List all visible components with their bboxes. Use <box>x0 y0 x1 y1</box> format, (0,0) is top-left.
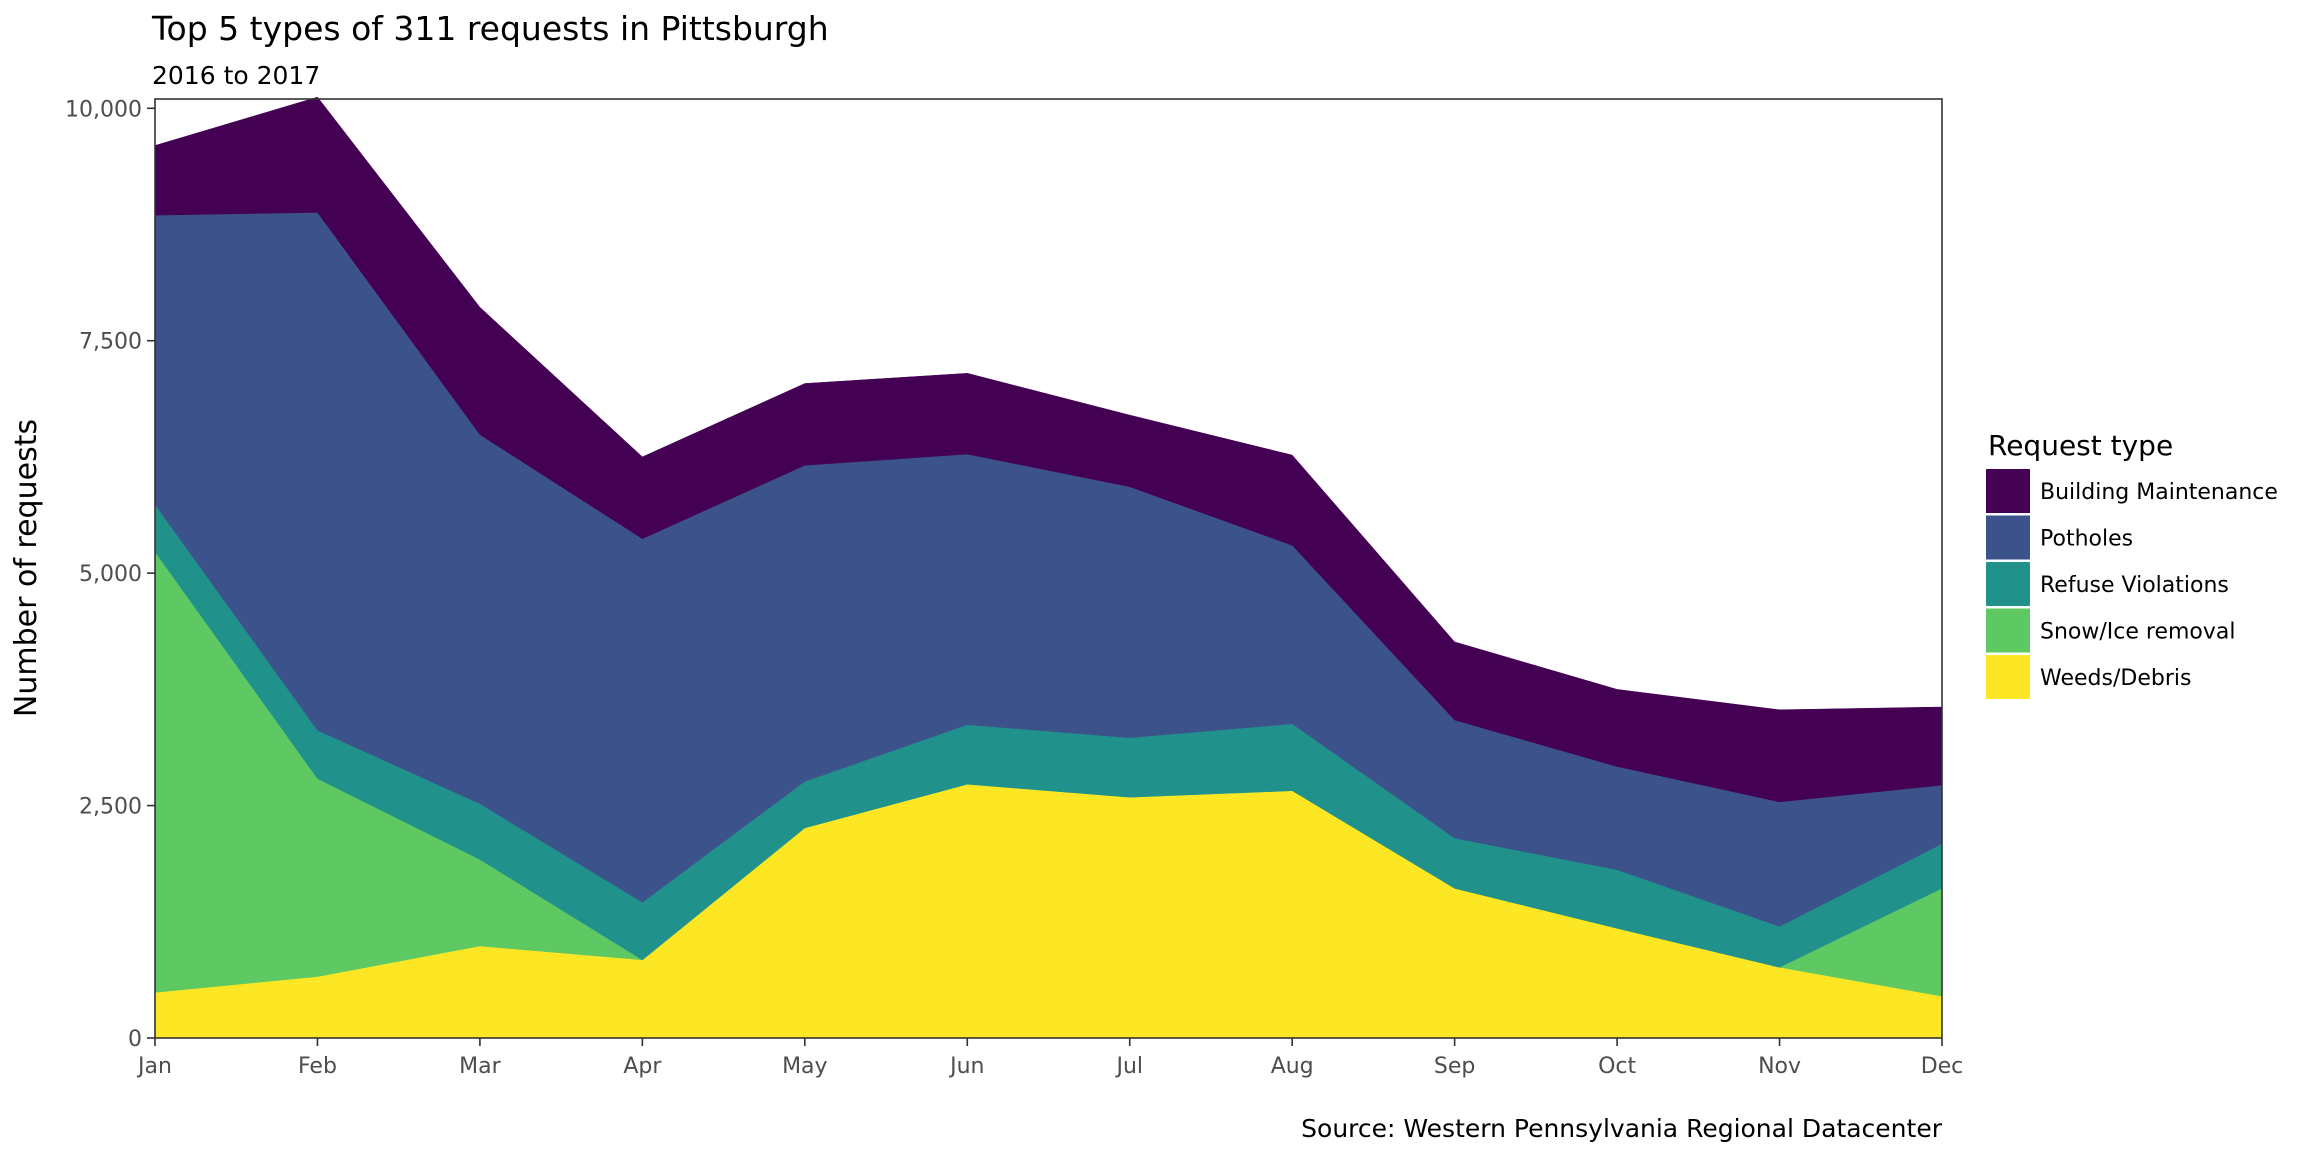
y-tick-label: 10,000 <box>65 97 142 122</box>
y-axis: 0 2,500 5,000 7,500 10,000 <box>65 97 155 1052</box>
x-tick-label: Aug <box>1271 1054 1314 1079</box>
y-tick-label: 2,500 <box>79 795 142 820</box>
x-tick-label: Jan <box>136 1054 172 1079</box>
x-tick-label: Sep <box>1434 1054 1475 1079</box>
y-tick-label: 0 <box>128 1027 142 1052</box>
legend-label-building-maintenance: Building Maintenance <box>2040 480 2278 505</box>
x-tick-label: Apr <box>623 1054 662 1079</box>
y-axis-title: Number of requests <box>9 419 44 717</box>
legend-label-refuse-violations: Refuse Violations <box>2040 573 2229 598</box>
legend-label-weeds-debris: Weeds/Debris <box>2040 666 2191 691</box>
x-tick-label: Nov <box>1758 1054 1801 1079</box>
x-tick-label: Oct <box>1598 1054 1636 1079</box>
legend-swatch-refuse-violations <box>1986 562 2030 606</box>
legend-swatch-weeds-debris <box>1986 655 2030 699</box>
chart-caption: Source: Western Pennsylvania Regional Da… <box>1301 1114 1943 1143</box>
chart-title: Top 5 types of 311 requests in Pittsburg… <box>151 9 829 48</box>
legend-label-potholes: Potholes <box>2040 527 2133 552</box>
panel-border <box>154 98 1943 1039</box>
x-tick-label: Mar <box>459 1054 501 1079</box>
chart-subtitle: 2016 to 2017 <box>152 61 320 90</box>
legend-title: Request type <box>1988 429 2173 462</box>
x-tick-label: Dec <box>1921 1054 1964 1079</box>
x-tick-label: Feb <box>298 1054 337 1079</box>
y-tick-label: 7,500 <box>79 330 142 355</box>
x-tick-label: Jun <box>948 1054 984 1079</box>
area-layers <box>154 96 1943 1039</box>
x-tick-label: Jul <box>1114 1054 1143 1079</box>
legend-swatch-building-maintenance <box>1986 469 2030 513</box>
legend-swatch-snow-ice-removal <box>1986 608 2030 653</box>
y-tick-label: 5,000 <box>79 562 142 587</box>
legend: Building Maintenance Potholes Refuse Viola… <box>1986 469 2278 699</box>
legend-label-snow-ice-removal: Snow/Ice removal <box>2040 620 2236 645</box>
legend-swatch-potholes <box>1986 515 2030 560</box>
x-tick-label: May <box>782 1054 827 1079</box>
x-axis: Jan Feb Mar Apr May Jun Jul Aug Sep Oct Nov Dec <box>136 1038 1963 1079</box>
